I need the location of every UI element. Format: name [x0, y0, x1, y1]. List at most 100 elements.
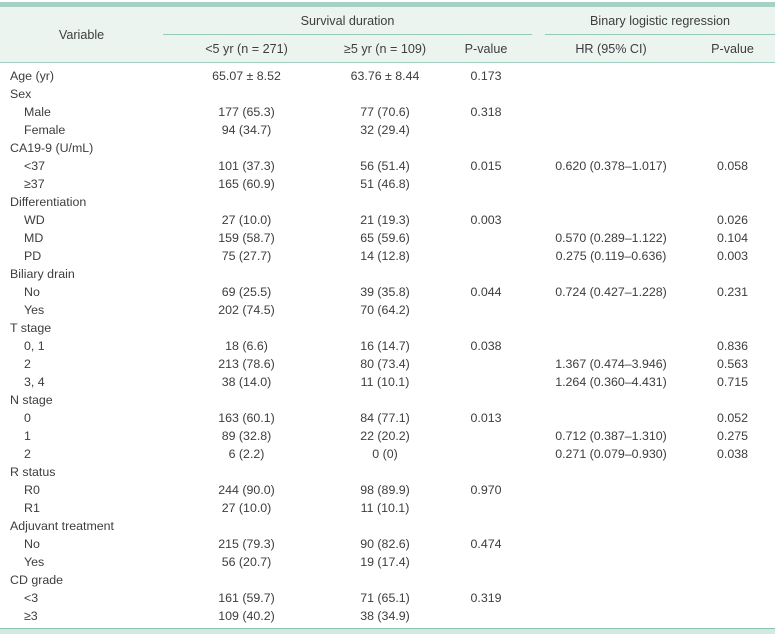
- cell-value: 0.173: [470, 69, 502, 83]
- table-row: PD 75 (27.7) 14 (12.8) 0.275 (0.119–0.636) 0…: [0, 247, 775, 265]
- cell-value: [532, 337, 690, 355]
- cell-value: [690, 193, 775, 211]
- cell-value: 161 (59.7): [218, 591, 275, 605]
- cell-value: 0.015: [470, 159, 502, 173]
- cell-value: 0.038: [717, 447, 749, 461]
- cell-value: 27 (10.0): [221, 213, 272, 227]
- cell-value: 202 (74.5): [218, 303, 275, 317]
- table-row: Differentiation: [0, 193, 775, 211]
- cell-value: 0.275: [717, 429, 749, 443]
- cell-value: [532, 571, 690, 589]
- cell-value: [690, 589, 775, 607]
- cell-value: 6 (2.2): [228, 447, 265, 461]
- cell-value: 84 (77.1): [360, 411, 410, 425]
- cell-value: [532, 121, 690, 139]
- table-row: 0, 1 18 (6.6) 16 (14.7) 0.038 0.836: [0, 337, 775, 355]
- cell-value: 98 (89.9): [360, 483, 410, 497]
- cell-value: [690, 319, 775, 337]
- row-label: Age (yr): [10, 69, 55, 83]
- cell-value: [532, 499, 690, 517]
- cell-value: [330, 85, 440, 103]
- cell-value: [532, 319, 690, 337]
- row-label: R0: [24, 483, 40, 497]
- cell-value: [532, 607, 690, 625]
- cell-value: [440, 517, 532, 535]
- cell-value: 39 (35.8): [360, 285, 410, 299]
- cell-value: 32 (29.4): [360, 123, 410, 137]
- cell-value: [330, 193, 440, 211]
- cell-value: 69 (25.5): [221, 285, 272, 299]
- cell-value: [532, 481, 690, 499]
- cell-value: [690, 607, 775, 625]
- cell-value: [440, 265, 532, 283]
- table-row: MD 159 (58.7) 65 (59.6) 0.570 (0.289–1.122)…: [0, 229, 775, 247]
- cell-value: 165 (60.9): [218, 177, 275, 191]
- row-label: 0, 1: [24, 339, 45, 353]
- cell-value: [440, 355, 532, 373]
- table-row: Male 177 (65.3) 77 (70.6) 0.318: [0, 103, 775, 121]
- cell-value: [532, 589, 690, 607]
- cell-value: 11 (10.1): [360, 375, 410, 389]
- cell-value: 0.058: [717, 159, 749, 173]
- table-row: CA19-9 (U/mL): [0, 139, 775, 157]
- cell-value: 109 (40.2): [218, 609, 275, 623]
- cell-value: 0.836: [717, 339, 749, 353]
- table-row: CD grade: [0, 571, 775, 589]
- cell-value: [532, 175, 690, 193]
- table-row: ≥3 109 (40.2) 38 (34.9): [0, 607, 775, 625]
- cell-value: 63.76 ± 8.44: [350, 69, 420, 83]
- cell-value: [690, 103, 775, 121]
- cell-value: 65 (59.6): [360, 231, 410, 245]
- table-row: <37 101 (37.3) 56 (51.4) 0.015 0.620 (0.378–…: [0, 157, 775, 175]
- table-row: 3, 4 38 (14.0) 11 (10.1) 1.264 (0.360–4.431…: [0, 373, 775, 391]
- cell-value: 0.013: [470, 411, 502, 425]
- cell-value: 0.003: [717, 249, 749, 263]
- row-label: Male: [24, 105, 51, 119]
- row-label: 3, 4: [24, 375, 45, 389]
- cell-value: [330, 319, 440, 337]
- table-body: Age (yr) 65.07 ± 8.52 63.76 ± 8.44 0.173 Sex…: [0, 63, 775, 626]
- cell-value: 80 (73.4): [360, 357, 410, 371]
- cell-value: 0.104: [717, 231, 749, 245]
- row-label: Differentiation: [10, 195, 87, 209]
- cell-value: [163, 319, 330, 337]
- cell-value: 0.044: [470, 285, 502, 299]
- cell-value: [440, 247, 532, 265]
- cell-value: 163 (60.1): [218, 411, 275, 425]
- cell-value: 77 (70.6): [360, 105, 410, 119]
- cell-value: [532, 193, 690, 211]
- cell-value: 11 (10.1): [360, 501, 410, 515]
- cell-value: [690, 175, 775, 193]
- table-row: T stage: [0, 319, 775, 337]
- cell-value: [163, 517, 330, 535]
- cell-value: 90 (82.6): [360, 537, 410, 551]
- row-label: <3: [24, 591, 39, 605]
- cell-value: 244 (90.0): [218, 483, 275, 497]
- cell-value: 0.026: [717, 213, 749, 227]
- row-label: No: [24, 285, 40, 299]
- cell-value: 0.231: [717, 285, 749, 299]
- row-label: N stage: [10, 393, 53, 407]
- cell-value: 0.620 (0.378–1.017): [555, 159, 667, 173]
- table-header: Variable Survival duration Binary logist…: [0, 7, 775, 63]
- cell-value: 89 (32.8): [221, 429, 272, 443]
- cell-value: [163, 391, 330, 409]
- cell-value: 16 (14.7): [360, 339, 410, 353]
- cell-value: [690, 571, 775, 589]
- cell-value: [532, 139, 690, 157]
- cell-value: [163, 85, 330, 103]
- cell-value: 0.970: [470, 483, 502, 497]
- cell-value: [330, 139, 440, 157]
- cell-value: [163, 265, 330, 283]
- cell-value: [532, 301, 690, 319]
- cell-value: [532, 553, 690, 571]
- column-header-hr-ci: HR (95% CI): [532, 35, 691, 63]
- row-label: Yes: [24, 303, 45, 317]
- cell-value: 38 (34.9): [360, 609, 410, 623]
- table-row: ≥37 165 (60.9) 51 (46.8): [0, 175, 775, 193]
- cell-value: [440, 175, 532, 193]
- row-label: Female: [24, 123, 66, 137]
- table-row: WD 27 (10.0) 21 (19.3) 0.003 0.026: [0, 211, 775, 229]
- table-row: 2 213 (78.6) 80 (73.4) 1.367 (0.474–3.946) 0…: [0, 355, 775, 373]
